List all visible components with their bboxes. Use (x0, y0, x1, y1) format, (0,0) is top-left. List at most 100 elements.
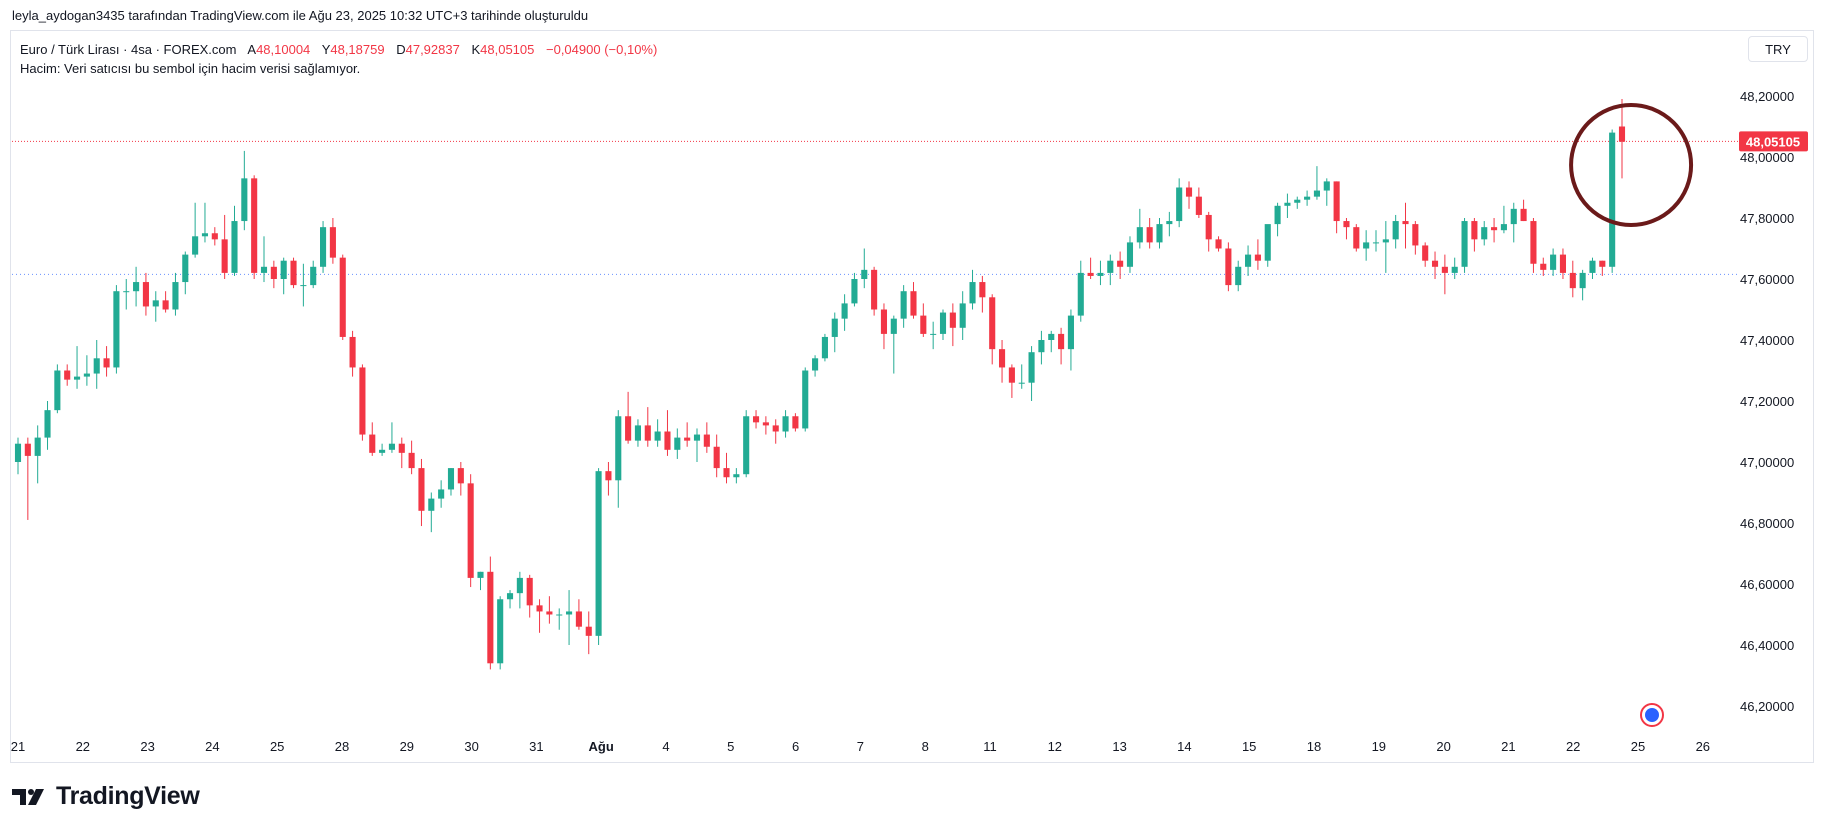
y-tick-label: 47,60000 (1740, 272, 1794, 287)
candle-body (792, 416, 799, 429)
x-tick-label: 6 (792, 739, 799, 754)
candle-body (831, 318, 838, 337)
candle-body (1579, 272, 1586, 289)
candle-body (1028, 352, 1035, 383)
candle-body (1294, 199, 1301, 203)
x-tick-label: 20 (1436, 739, 1450, 754)
candle-body (841, 303, 848, 319)
change-value: −0,04900 (−0,10%) (546, 42, 658, 57)
candle-body (693, 434, 701, 441)
candle-body (260, 266, 268, 273)
candle-body (1540, 263, 1547, 270)
candle-body (103, 358, 110, 368)
candle-body (585, 626, 592, 636)
candle-body (64, 370, 71, 380)
x-tick-label: 22 (76, 739, 90, 754)
x-tick-label: 22 (1566, 739, 1580, 754)
candle-body (959, 303, 966, 328)
annotation-circle (1569, 103, 1694, 227)
candle-body (526, 577, 533, 606)
candle-body (1510, 208, 1517, 225)
candle-body (575, 611, 582, 627)
last-price-tag (1739, 131, 1808, 152)
y-tick-label: 46,60000 (1740, 577, 1794, 592)
x-tick-label: 4 (662, 739, 669, 754)
y-tick-label: 47,00000 (1740, 455, 1794, 470)
y-tick-label: 47,20000 (1740, 394, 1794, 409)
x-tick-label: 12 (1048, 739, 1062, 754)
candle-body (1589, 260, 1596, 273)
candle-body (733, 474, 740, 478)
candle-body (73, 376, 81, 380)
candle-body (782, 416, 789, 432)
candle-body (320, 227, 327, 267)
x-tick-label: 25 (1631, 739, 1645, 754)
candle-body (920, 315, 927, 334)
candle-body (123, 291, 130, 293)
candle-body (1225, 248, 1232, 286)
candle-body (113, 291, 120, 368)
candle-body (54, 370, 61, 411)
candle-body (1392, 221, 1399, 240)
y-tick-label: 47,80000 (1740, 211, 1794, 226)
candle-body (1097, 272, 1104, 276)
candle-body (1058, 333, 1065, 350)
open-label: A (247, 42, 257, 57)
candle-body (1264, 224, 1271, 261)
x-tick-label: 14 (1177, 739, 1191, 754)
x-tick-label: 30 (464, 739, 478, 754)
candle-body (467, 483, 474, 578)
candle-body (1048, 333, 1055, 340)
candle-body (1126, 242, 1134, 267)
chart-frame[interactable] (10, 30, 1814, 763)
candle-body (998, 349, 1006, 368)
candle-body (1333, 181, 1340, 222)
currency-button[interactable]: TRY (1748, 36, 1808, 62)
candle-body (162, 300, 169, 310)
candle-body (93, 358, 100, 374)
candle-body (546, 611, 553, 615)
candle-body (211, 233, 218, 240)
candle-body (1402, 221, 1409, 225)
event-globe-inner (1645, 708, 1659, 722)
candle-body (1520, 208, 1527, 222)
candle-body (457, 468, 464, 484)
candle-body (142, 282, 149, 307)
candle-body (1471, 221, 1478, 240)
candle-body (172, 282, 179, 310)
candle-body (1018, 382, 1025, 384)
candle-body (1117, 260, 1124, 267)
x-tick-label: Ağu (589, 739, 614, 754)
x-tick-label: 24 (205, 739, 219, 754)
high-label: Y (321, 42, 331, 57)
low-value: 47,92837 (405, 42, 460, 57)
candle-body (1550, 254, 1557, 270)
candle-body (1077, 272, 1084, 316)
candle-body (762, 422, 769, 426)
candle-body (398, 443, 405, 453)
y-tick-label: 48,00000 (1740, 150, 1794, 165)
candle-body (1461, 221, 1468, 267)
candle-body (182, 254, 189, 283)
x-tick-label: 8 (922, 739, 929, 754)
candle-body (133, 282, 140, 292)
candle-body (802, 370, 809, 429)
candle-body (989, 297, 996, 350)
candle-body (1195, 196, 1202, 215)
candle-body (1481, 227, 1488, 240)
legend-ohlc-row: Euro / Türk Lirası · 4sa · FOREX.com A48… (20, 40, 657, 59)
tradingview-logo[interactable]: TradingView (12, 782, 200, 811)
candle-body (201, 233, 209, 237)
candle-body (1008, 367, 1015, 383)
candle-body (192, 236, 199, 255)
candle-body (1087, 272, 1094, 276)
symbol-title[interactable]: Euro / Türk Lirası · 4sa · FOREX.com (20, 42, 237, 57)
candle-body (1491, 227, 1498, 231)
candle-body (447, 468, 455, 490)
candle-body (1235, 266, 1242, 286)
candle-body (418, 468, 425, 511)
candle-body (1500, 224, 1507, 231)
candle-body (713, 446, 720, 469)
candle-body (812, 358, 819, 371)
